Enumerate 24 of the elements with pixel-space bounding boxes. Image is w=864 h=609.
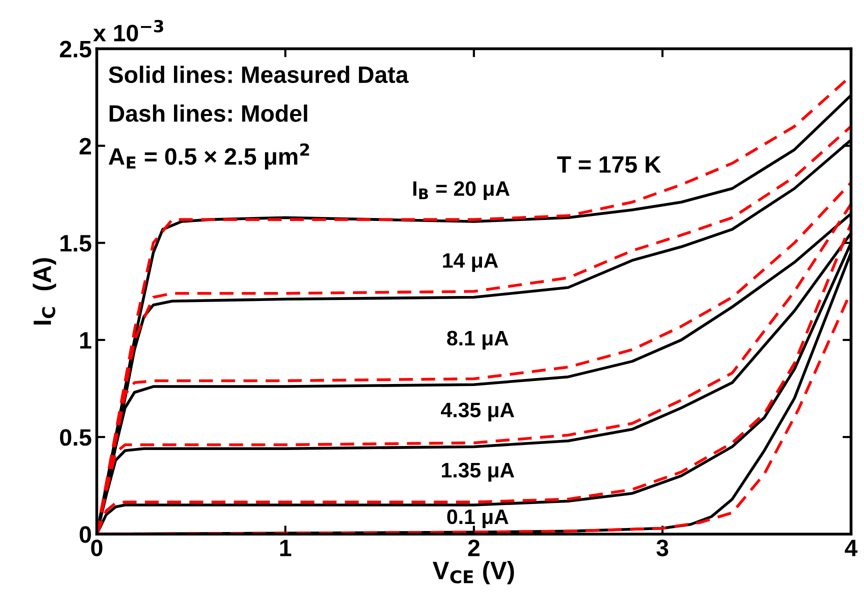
annotation: Dash lines: Model bbox=[110, 104, 308, 122]
y-tick-label: 2.5 bbox=[60, 40, 92, 58]
y-tick-label: 1 bbox=[80, 332, 92, 348]
annotation: 1.35 μA bbox=[442, 462, 514, 482]
x-tick-label: 3 bbox=[656, 540, 668, 556]
y-tick-label: 2 bbox=[80, 138, 91, 154]
x-axis-title: V$_{CE}$ (V) bbox=[432, 560, 514, 584]
y-tick-label: 0.5 bbox=[60, 429, 92, 446]
y-tick-label: 0 bbox=[80, 526, 91, 543]
x-tick-label: 4 bbox=[844, 540, 858, 556]
y-tick-label: 1.5 bbox=[60, 235, 92, 252]
annotation: 8.1 μA bbox=[447, 330, 508, 350]
text: x 10$^{−3}$ bbox=[93, 20, 164, 42]
annotation: 4.35 μA bbox=[440, 402, 514, 422]
annotation: 14 μA bbox=[443, 253, 498, 272]
y-axis-title: I$_{C}$ (A) bbox=[32, 258, 56, 324]
x-tick-label: 0 bbox=[91, 540, 102, 556]
annotation: I$_{B}$ = 20 μA bbox=[413, 181, 510, 200]
annotation: Solid lines: Measured Data bbox=[108, 66, 409, 84]
annotation: A$_{E}$ = 0.5 × 2.5 μm$^{2}$ bbox=[108, 143, 310, 170]
x-tick-label: 1 bbox=[280, 540, 292, 556]
annotation: 0.1 μA bbox=[447, 509, 508, 528]
annotation: T = 175 K bbox=[557, 156, 661, 173]
x-tick-label: 2 bbox=[468, 540, 480, 556]
